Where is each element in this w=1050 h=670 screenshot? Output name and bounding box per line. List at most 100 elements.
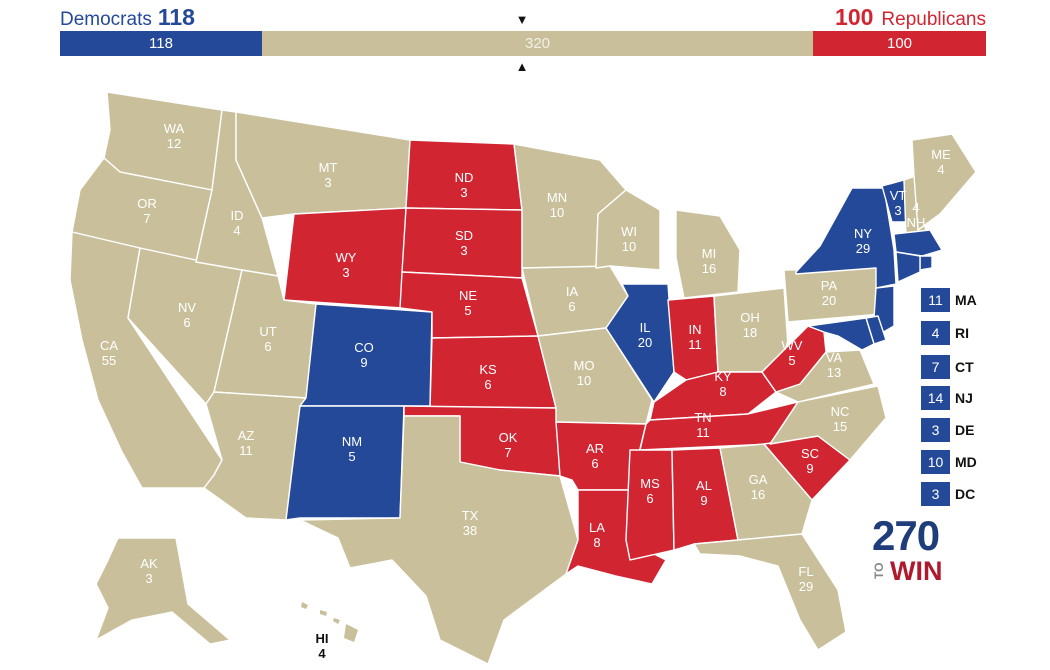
state-abbr: NV <box>178 300 196 315</box>
state-ms[interactable] <box>625 449 675 561</box>
legend-ev: 14 <box>921 386 950 410</box>
state-wi[interactable] <box>595 189 661 271</box>
svg-text:OR7: OR 7 <box>137 196 157 226</box>
state-ga[interactable] <box>719 443 813 541</box>
state-ev: 3 <box>324 175 331 190</box>
legend-ev: 3 <box>921 418 950 442</box>
majority-marker-bottom: ▲ <box>515 59 529 74</box>
state-ev: 9 <box>360 355 367 370</box>
svg-text:4NH: 4 NH <box>907 200 926 230</box>
svg-text:SC9: SC 9 <box>801 446 819 476</box>
state-ev: 7 <box>504 445 511 460</box>
state-ev: 6 <box>568 299 575 314</box>
republicans-label: Republicans <box>881 9 986 30</box>
state-abbr: CA <box>100 338 118 353</box>
legend-item-nj[interactable]: 14 NJ <box>921 386 1021 410</box>
state-wv[interactable] <box>761 325 827 393</box>
state-ev: 9 <box>700 493 707 508</box>
state-ri[interactable] <box>919 255 933 271</box>
state-abbr: TX <box>462 508 479 523</box>
legend-item-ri[interactable]: 4 RI <box>921 321 1021 345</box>
legend-abbr: RI <box>955 325 969 341</box>
state-ev: 6 <box>264 339 271 354</box>
state-ev: 5 <box>788 353 795 368</box>
state-ev: 6 <box>484 377 491 392</box>
state-abbr: WY <box>336 250 357 265</box>
state-abbr: KY <box>714 369 732 384</box>
state-abbr: SC <box>801 446 819 461</box>
democrats-header: Democrats 118 <box>60 4 195 31</box>
state-ev: 16 <box>751 487 765 502</box>
svg-text:CO9: CO 9 <box>354 340 374 370</box>
state-abbr: MS <box>640 476 660 491</box>
bar-democrat-segment: 118 <box>60 31 262 56</box>
state-ak[interactable] <box>95 537 231 645</box>
state-ev: 16 <box>702 261 716 276</box>
state-ct[interactable] <box>895 251 921 283</box>
270towin-logo[interactable]: 270 TO WIN <box>872 515 962 586</box>
state-abbr: MT <box>319 160 338 175</box>
state-ev: 6 <box>183 315 190 330</box>
state-ev: 5 <box>464 303 471 318</box>
state-ny[interactable] <box>795 187 897 289</box>
svg-text:WV5: WV 5 <box>782 338 803 368</box>
svg-text:ME4: ME 4 <box>931 147 951 177</box>
svg-text:WY3: WY 3 <box>336 250 357 280</box>
state-nm[interactable] <box>285 405 405 521</box>
state-fl[interactable] <box>693 533 847 651</box>
state-abbr: WV <box>782 338 803 353</box>
state-abbr: VT <box>890 188 907 203</box>
state-ev: 4 <box>318 646 326 661</box>
state-abbr: NE <box>459 288 477 303</box>
state-hi[interactable] <box>301 602 358 642</box>
democrats-label: Democrats <box>60 9 152 30</box>
legend-item-de[interactable]: 3 DE <box>921 418 1021 442</box>
state-ev: 8 <box>719 384 726 399</box>
state-ev: 10 <box>622 239 636 254</box>
state-ev: 11 <box>696 425 710 440</box>
state-tx[interactable] <box>299 415 579 665</box>
state-abbr: AL <box>696 478 712 493</box>
state-abbr: AR <box>586 441 604 456</box>
svg-text:OK7: OK 7 <box>499 430 518 460</box>
state-abbr: CO <box>354 340 374 355</box>
state-abbr: WI <box>621 224 637 239</box>
legend-item-dc[interactable]: 3 DC <box>921 482 1021 506</box>
legend-item-md[interactable]: 10 MD <box>921 450 1021 474</box>
bar-republican-segment: 100 <box>813 31 986 56</box>
legend-item-ct[interactable]: 7 CT <box>921 355 1021 379</box>
legend-ev: 7 <box>921 355 950 379</box>
svg-text:AK3: AK 3 <box>140 556 158 586</box>
state-abbr: VA <box>826 350 843 365</box>
svg-text:ID4: ID 4 <box>231 208 244 238</box>
legend-abbr: DC <box>955 486 976 502</box>
state-abbr: TN <box>694 410 711 425</box>
state-md[interactable] <box>807 317 875 351</box>
state-ev: 20 <box>822 293 836 308</box>
state-mi[interactable] <box>675 209 741 299</box>
state-me[interactable] <box>911 133 977 231</box>
svg-text:ND3: ND 3 <box>455 170 474 200</box>
state-ma[interactable] <box>893 229 943 257</box>
state-abbr: OR <box>137 196 157 211</box>
state-ev: 8 <box>593 535 600 550</box>
state-abbr: ND <box>455 170 474 185</box>
state-abbr: IN <box>689 322 702 337</box>
legend-abbr: CT <box>955 359 974 375</box>
majority-marker-top: ▼ <box>515 12 529 27</box>
legend-ev: 11 <box>921 288 950 312</box>
state-labels: WA 12 OR 7 CA 55 NV 6 ID 4 MT 3 WY 3 UT 6 AZ 11 C… <box>100 121 951 661</box>
state-ev: 9 <box>806 461 813 476</box>
legend-item-ma[interactable]: 11 MA <box>921 288 1021 312</box>
state-ev: 7 <box>143 211 150 226</box>
svg-text:MT3: MT 3 <box>319 160 338 190</box>
svg-text:IA6: IA 6 <box>566 284 579 314</box>
state-abbr: FL <box>798 564 813 579</box>
